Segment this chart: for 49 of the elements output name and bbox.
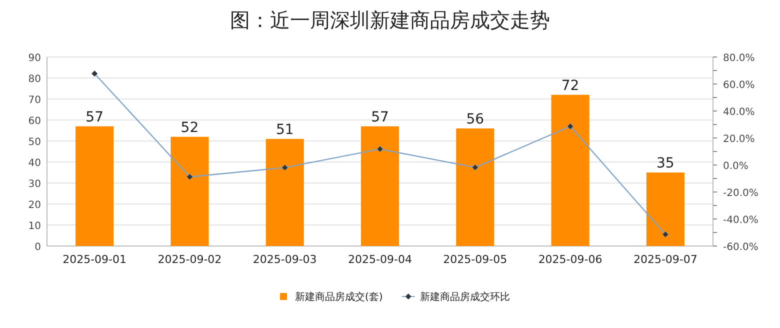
data-label: 57 [371,109,389,126]
x-tick-label: 2025-09-04 [348,253,412,266]
y2-tick-label: 40.0% [723,107,755,118]
bar [646,172,684,246]
y-tick-label: 30 [28,179,41,190]
legend-label: 新建商品房成交环比 [420,291,510,303]
point [567,123,574,130]
y-tick-label: 60 [28,116,41,127]
y2-tick-label: 20.0% [723,134,755,145]
point [376,146,384,152]
data-label: 72 [561,78,580,94]
bar [551,94,590,246]
y-tick-label: 20 [28,200,41,211]
data-label: 57 [86,109,104,126]
point [662,231,669,238]
y2-tick-label: -60.0% [723,242,758,253]
y-tick-label: 40 [28,158,41,169]
x-tick-label: 2025-09-05 [443,253,508,266]
y-tick-label: 0 [34,242,41,253]
bar [360,126,400,246]
point [91,70,98,77]
y2-tick-label: 0.0% [723,161,748,172]
x-tick-label: 2025-09-01 [62,253,127,266]
y2-tick-label: 80.0% [723,53,755,64]
data-label: 52 [180,120,199,136]
y-tick-label: 70 [28,95,41,106]
y2-tick-label: -20.0% [723,188,758,199]
y-tick-label: 50 [28,137,41,148]
legend-label: 新建商品房成交(套) [295,291,383,303]
chart-title: 图：近一周深圳新建商品房成交走势 [230,8,550,32]
bar [456,128,494,246]
data-label: 56 [466,111,484,128]
data-label: 35 [656,156,674,172]
bar [170,136,209,246]
bar [266,138,304,246]
x-tick-label: 2025-09-07 [633,253,698,266]
y-tick-label: 90 [28,53,41,64]
y-tick-label: 80 [28,74,41,85]
y-tick-label: 10 [28,221,41,232]
x-tick-label: 2025-09-02 [158,253,222,266]
y2-tick-label: -40.0% [723,215,758,226]
point [186,174,193,180]
data-label: 51 [276,122,294,138]
x-tick-label: 2025-09-06 [538,253,602,266]
point [282,164,288,171]
x-tick-label: 2025-09-03 [252,253,317,266]
y2-tick-label: 60.0% [723,80,755,91]
point [472,164,478,171]
bar [76,126,114,246]
